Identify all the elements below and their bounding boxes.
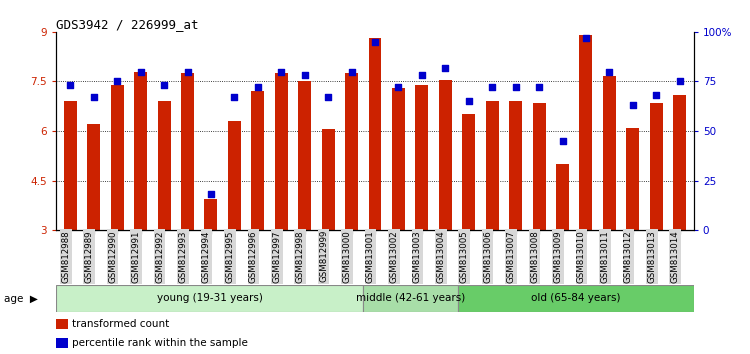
Text: GSM813007: GSM813007 — [507, 230, 516, 283]
Bar — [56, 319, 68, 329]
Bar — [416, 85, 428, 230]
Point — [392, 85, 404, 90]
Text: GSM812989: GSM812989 — [85, 230, 94, 282]
Point — [322, 95, 334, 100]
Bar — [56, 285, 363, 312]
Text: transformed count: transformed count — [72, 319, 170, 329]
Bar — [626, 128, 639, 230]
Bar — [322, 129, 334, 230]
Point — [135, 69, 147, 74]
Text: GSM812995: GSM812995 — [225, 230, 234, 282]
Text: middle (42-61 years): middle (42-61 years) — [356, 293, 465, 303]
Bar — [181, 73, 194, 230]
Text: GSM813003: GSM813003 — [413, 230, 422, 283]
Point — [650, 92, 662, 98]
Bar — [368, 39, 382, 230]
Text: GSM813002: GSM813002 — [389, 230, 398, 283]
Bar — [532, 103, 545, 230]
Point — [580, 35, 592, 41]
Bar — [111, 85, 124, 230]
Bar — [462, 114, 476, 230]
Point — [64, 82, 76, 88]
Text: age  ▶: age ▶ — [4, 294, 38, 304]
Point — [674, 79, 686, 84]
Bar — [674, 95, 686, 230]
Point — [603, 69, 615, 74]
Bar — [56, 338, 68, 348]
Point — [158, 82, 170, 88]
Text: GSM812992: GSM812992 — [155, 230, 164, 282]
Text: GSM813012: GSM813012 — [624, 230, 633, 283]
Text: GSM812998: GSM812998 — [296, 230, 304, 282]
Point — [440, 65, 452, 70]
Point — [369, 39, 381, 45]
Point — [510, 85, 522, 90]
Text: GSM813009: GSM813009 — [554, 230, 562, 283]
Bar — [298, 81, 311, 230]
Bar — [392, 88, 405, 230]
Bar — [603, 76, 616, 230]
Text: GSM812997: GSM812997 — [272, 230, 281, 282]
Bar — [87, 124, 100, 230]
Point — [463, 98, 475, 104]
Bar — [345, 73, 358, 230]
Bar — [580, 35, 592, 230]
Text: GSM813014: GSM813014 — [670, 230, 680, 283]
Bar — [458, 285, 694, 312]
Text: GSM812991: GSM812991 — [132, 230, 141, 282]
Text: GSM812988: GSM812988 — [62, 230, 70, 283]
Text: GSM813008: GSM813008 — [530, 230, 539, 283]
Text: GDS3942 / 226999_at: GDS3942 / 226999_at — [56, 18, 199, 31]
Bar — [509, 101, 522, 230]
Text: young (19-31 years): young (19-31 years) — [157, 293, 262, 303]
Point — [205, 192, 217, 197]
Bar — [251, 91, 264, 230]
Text: GSM813010: GSM813010 — [577, 230, 586, 283]
Text: GSM812999: GSM812999 — [319, 230, 328, 282]
Text: GSM813004: GSM813004 — [436, 230, 445, 283]
Point — [182, 69, 194, 74]
Text: percentile rank within the sample: percentile rank within the sample — [72, 338, 248, 348]
Bar — [134, 72, 147, 230]
Point — [111, 79, 123, 84]
Text: GSM813001: GSM813001 — [366, 230, 375, 283]
Point — [416, 73, 428, 78]
Bar — [158, 101, 170, 230]
Point — [556, 138, 568, 144]
Bar — [650, 103, 663, 230]
Bar — [363, 285, 458, 312]
Text: GSM813013: GSM813013 — [647, 230, 656, 283]
Text: GSM813000: GSM813000 — [343, 230, 352, 283]
Bar — [274, 73, 288, 230]
Point — [228, 95, 240, 100]
Text: old (65-84 years): old (65-84 years) — [531, 293, 620, 303]
Point — [275, 69, 287, 74]
Point — [298, 73, 310, 78]
Point — [533, 85, 545, 90]
Text: GSM812990: GSM812990 — [108, 230, 117, 282]
Bar — [228, 121, 241, 230]
Text: GSM812996: GSM812996 — [249, 230, 258, 282]
Bar — [439, 80, 452, 230]
Bar — [205, 199, 218, 230]
Text: GSM812994: GSM812994 — [202, 230, 211, 282]
Point — [88, 95, 100, 100]
Text: GSM813011: GSM813011 — [600, 230, 609, 283]
Text: GSM813005: GSM813005 — [460, 230, 469, 283]
Point — [627, 102, 639, 108]
Bar — [556, 164, 569, 230]
Text: GSM812993: GSM812993 — [178, 230, 188, 282]
Bar — [486, 101, 499, 230]
Point — [486, 85, 498, 90]
Bar — [64, 101, 76, 230]
Point — [252, 85, 264, 90]
Point — [346, 69, 358, 74]
Text: GSM813006: GSM813006 — [483, 230, 492, 283]
